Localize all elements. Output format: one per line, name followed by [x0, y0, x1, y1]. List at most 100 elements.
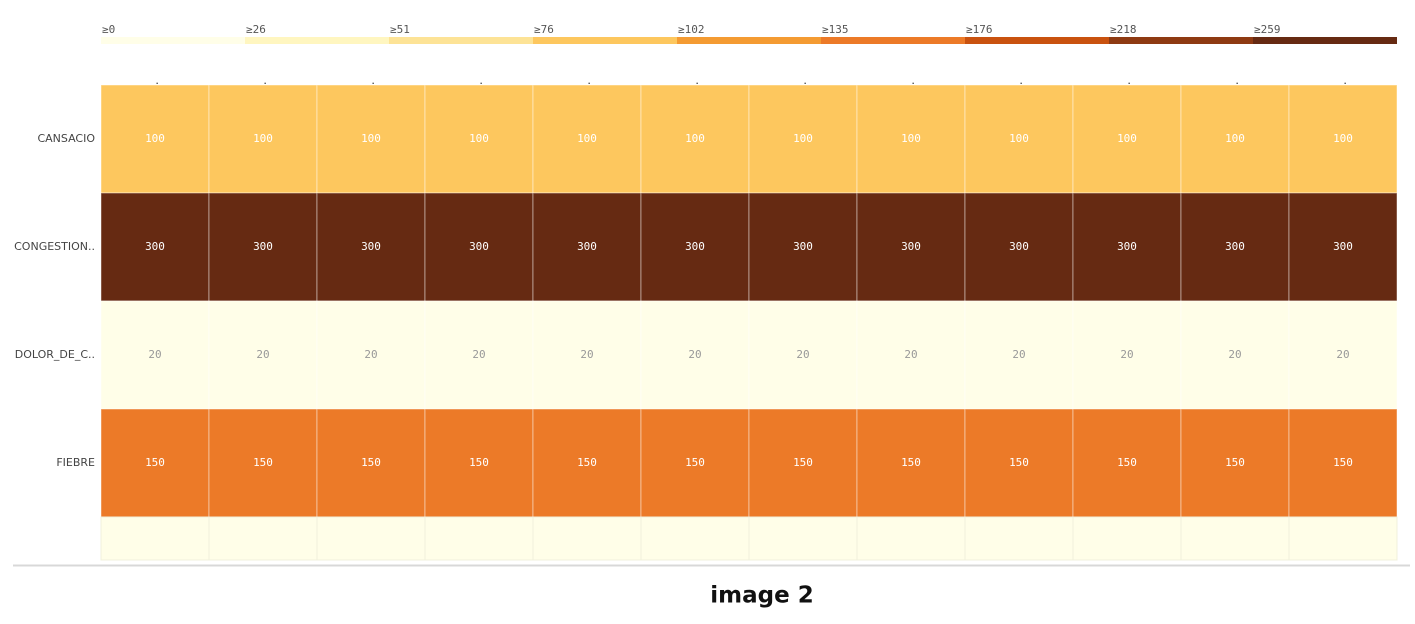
cell-label: 300	[253, 240, 273, 253]
cell	[856, 408, 966, 518]
cell	[100, 192, 210, 302]
cell-label: 150	[577, 456, 597, 469]
cell-label: 20	[1012, 348, 1025, 361]
cell-label: 300	[577, 240, 597, 253]
cell	[316, 84, 426, 194]
cell-label: 150	[145, 456, 165, 469]
empty-cell	[424, 516, 534, 561]
cell	[1180, 192, 1290, 302]
legend-label: ≥176	[966, 23, 993, 36]
legend-swatch	[821, 37, 965, 44]
cell-label: 20	[1120, 348, 1133, 361]
cell	[1288, 408, 1398, 518]
cell	[1288, 300, 1398, 410]
cell-label: 100	[1333, 132, 1353, 145]
cell-label: 300	[685, 240, 705, 253]
cell-label: 100	[577, 132, 597, 145]
empty-cell	[1180, 516, 1290, 561]
cell-label: 20	[472, 348, 485, 361]
cell	[100, 408, 210, 518]
caption: image 2	[710, 583, 813, 609]
cell-label: 300	[1009, 240, 1029, 253]
cell	[640, 408, 750, 518]
cell	[1180, 84, 1290, 194]
cell-label: 100	[793, 132, 813, 145]
cell-label: 300	[361, 240, 381, 253]
cell-label: 300	[1225, 240, 1245, 253]
empty-cell	[532, 516, 642, 561]
cell	[1072, 84, 1182, 194]
legend-swatch	[677, 37, 821, 44]
cell-label: 20	[796, 348, 809, 361]
legend-swatch	[245, 37, 389, 44]
cell-label: 100	[1117, 132, 1137, 145]
cell-label: 100	[253, 132, 273, 145]
cell	[640, 300, 750, 410]
row-label: DOLOR_DE_C..	[15, 348, 95, 361]
row-label: FIEBRE	[56, 456, 95, 469]
empty-cell	[640, 516, 750, 561]
cell-label: 100	[469, 132, 489, 145]
cell-label: 100	[1225, 132, 1245, 145]
cell	[424, 192, 534, 302]
cell	[208, 300, 318, 410]
cell-label: 100	[361, 132, 381, 145]
cell-label: 150	[253, 456, 273, 469]
legend-label: ≥218	[1110, 23, 1137, 36]
cell-label: 100	[685, 132, 705, 145]
cell-label: 100	[901, 132, 921, 145]
empty-cell	[316, 516, 426, 561]
legend-label: ≥76	[534, 23, 554, 36]
cell	[1180, 300, 1290, 410]
legend-label: ≥259	[1254, 23, 1281, 36]
cell	[532, 84, 642, 194]
cell-label: 150	[793, 456, 813, 469]
cell	[1072, 192, 1182, 302]
cell-label: 150	[1009, 456, 1029, 469]
legend-swatch	[533, 37, 677, 44]
cell	[748, 408, 858, 518]
empty-cell	[208, 516, 318, 561]
legend-label: ≥26	[246, 23, 266, 36]
row-label: CONGESTION..	[14, 240, 95, 253]
empty-cell	[100, 516, 210, 561]
legend-label: ≥102	[678, 23, 705, 36]
cell	[424, 408, 534, 518]
cell-label: 20	[580, 348, 593, 361]
empty-cell	[856, 516, 966, 561]
cell-label: 20	[688, 348, 701, 361]
cell	[532, 300, 642, 410]
cell	[856, 84, 966, 194]
cell-label: 150	[685, 456, 705, 469]
cell	[856, 300, 966, 410]
cell-label: 150	[1333, 456, 1353, 469]
cell	[1288, 84, 1398, 194]
cell-label: 150	[1225, 456, 1245, 469]
cell	[1072, 408, 1182, 518]
cell-label: 20	[904, 348, 917, 361]
cell-label: 300	[145, 240, 165, 253]
cell	[964, 408, 1074, 518]
cell-label: 20	[256, 348, 269, 361]
cell-label: 300	[469, 240, 489, 253]
cell-label: 150	[361, 456, 381, 469]
cell-label: 300	[1333, 240, 1353, 253]
cell-label: 300	[901, 240, 921, 253]
cell-label: 20	[364, 348, 377, 361]
cell	[964, 192, 1074, 302]
cell-label: 150	[901, 456, 921, 469]
cell-label: 20	[148, 348, 161, 361]
cell	[1288, 192, 1398, 302]
empty-cell	[964, 516, 1074, 561]
cell	[208, 192, 318, 302]
row-label: CANSACIO	[37, 132, 95, 145]
empty-cell	[1288, 516, 1398, 561]
cell	[532, 192, 642, 302]
cell	[424, 84, 534, 194]
legend-label: ≥0	[102, 23, 115, 36]
cell	[856, 192, 966, 302]
cell-label: 100	[1009, 132, 1029, 145]
cell	[748, 300, 858, 410]
cell-label: 150	[1117, 456, 1137, 469]
